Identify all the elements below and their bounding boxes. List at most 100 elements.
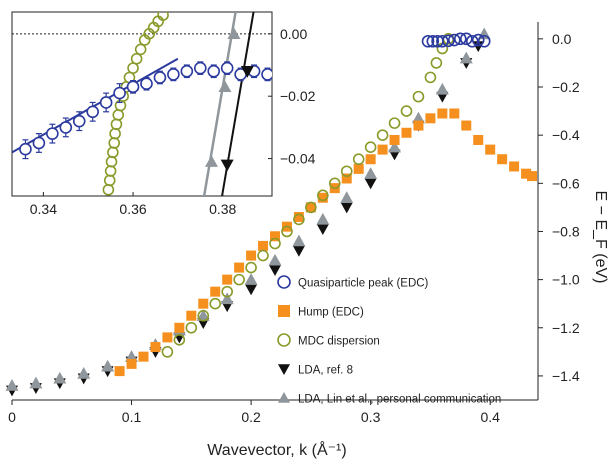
series-1-point [222, 274, 233, 285]
series-0-point [421, 34, 435, 48]
series-4-point [340, 191, 354, 203]
inset-frame [11, 11, 273, 197]
inset-y-tick-label: −0.04 [280, 151, 316, 167]
series-2-point [245, 261, 257, 274]
inset-lda-black-marker [240, 66, 254, 78]
legend-marker-4 [278, 392, 290, 403]
y-tick-label: −1.2 [552, 320, 580, 336]
inset-qp-point [261, 68, 272, 81]
series-4-point [77, 367, 91, 379]
series-1-point [497, 154, 508, 165]
series-0-point [448, 33, 461, 47]
inset-qp-point [19, 142, 32, 156]
series-4-point [53, 371, 67, 384]
x-axis-label: Wavevector, k (Å⁻¹) [207, 440, 346, 459]
legend-marker-3 [278, 364, 290, 375]
legend-label-3: LDA, ref. 8 [298, 365, 353, 377]
series-1-point [449, 108, 460, 119]
x-tick-label: 0.2 [241, 409, 261, 425]
series-1-point [473, 134, 484, 145]
series-0-point [477, 34, 491, 48]
series-1-point [413, 120, 424, 131]
legend-marker-0 [277, 275, 291, 289]
series-4-point [292, 234, 306, 247]
series-4-point [435, 82, 449, 95]
inset-qp-point [126, 80, 140, 94]
series-1-point [174, 322, 185, 333]
inset-qp-point [207, 64, 221, 78]
series-4-point [220, 292, 234, 305]
inset-qp-point [220, 61, 234, 75]
series-4-point [5, 379, 19, 391]
series-4-point [268, 253, 282, 266]
series-2-point [161, 346, 174, 358]
series-1-point [305, 202, 316, 213]
x-tick-label: 0.4 [480, 409, 500, 425]
series-1-point [365, 154, 376, 165]
series-2-point [352, 153, 365, 166]
y-tick-label: 0.0 [552, 31, 572, 47]
series-1-point [162, 332, 173, 343]
series-2-point [400, 105, 413, 117]
series-0-point [426, 34, 440, 48]
inset-lda-black-line [221, 12, 255, 196]
series-1-point [258, 240, 269, 251]
series-2-point [281, 225, 293, 238]
series-3-point [340, 202, 353, 214]
x-tick-label: 0 [8, 409, 16, 425]
series-4-point [364, 167, 378, 179]
main-plot-axes: 0 0.1 0.2 0.3 0.4 0.0 −0.2 −0.4 −0.6 −0.8 −1.0 −1.2… [8, 22, 580, 425]
series-2-point [376, 129, 389, 141]
inset-qp-point [32, 136, 46, 150]
inset-x-tick-label: 0.36 [119, 201, 146, 217]
y-tick-label: −0.6 [552, 175, 580, 191]
inset-mdc-point [157, 12, 169, 21]
series-2-point [412, 90, 425, 103]
inset-mdc-point [130, 52, 143, 65]
series-3-point [292, 245, 305, 257]
series-4-point [459, 51, 473, 64]
series-2-point [424, 71, 437, 84]
series-2-point [257, 249, 269, 262]
inset-qp-point [46, 127, 59, 140]
inset-plot: 0.34 0.36 0.38 0.00 −0.02 −0.04 [11, 11, 316, 217]
inset-qp-point [153, 71, 167, 84]
series-1-point [293, 212, 304, 223]
inset-qp-point [72, 114, 86, 128]
series-1-point [389, 134, 400, 145]
legend-label-2: MDC dispersion [298, 336, 380, 348]
series-4-point [244, 273, 258, 285]
inset-lda-gray-marker [204, 155, 218, 167]
series-0-point [453, 32, 467, 46]
series-4-point [388, 140, 402, 153]
series-2-point [209, 297, 222, 310]
series-2-point [269, 237, 281, 250]
inset-qp-point [59, 121, 73, 134]
series-1-point [126, 358, 137, 369]
y-tick-label: −0.2 [552, 79, 580, 95]
series-1-point [341, 173, 352, 184]
series-2-point [185, 321, 198, 334]
series-1-point [186, 310, 197, 321]
series-1-point [234, 262, 245, 273]
series-3-point [269, 265, 281, 276]
legend: Quasiparticle peak (EDC) Hump (EDC) MDC di… [277, 275, 501, 406]
series-1-point [461, 120, 472, 131]
inset-qp-point [86, 105, 99, 119]
series-1-point [270, 231, 280, 242]
main-plot-marks [5, 27, 538, 397]
series-1-point [485, 144, 496, 155]
series-1-point [150, 342, 161, 353]
inset-lda-gray-line [202, 12, 237, 196]
series-2-point [197, 309, 210, 322]
series-1-point [509, 161, 520, 172]
inset-qp-point [140, 77, 153, 91]
legend-marker-1 [278, 305, 290, 317]
series-1-point [437, 108, 448, 119]
series-3-point [316, 224, 329, 236]
inset-x-tick-label: 0.34 [30, 201, 57, 217]
series-4-point [196, 309, 210, 321]
series-1-point [246, 250, 257, 261]
series-2-point [173, 334, 186, 346]
series-4-point [29, 376, 43, 389]
